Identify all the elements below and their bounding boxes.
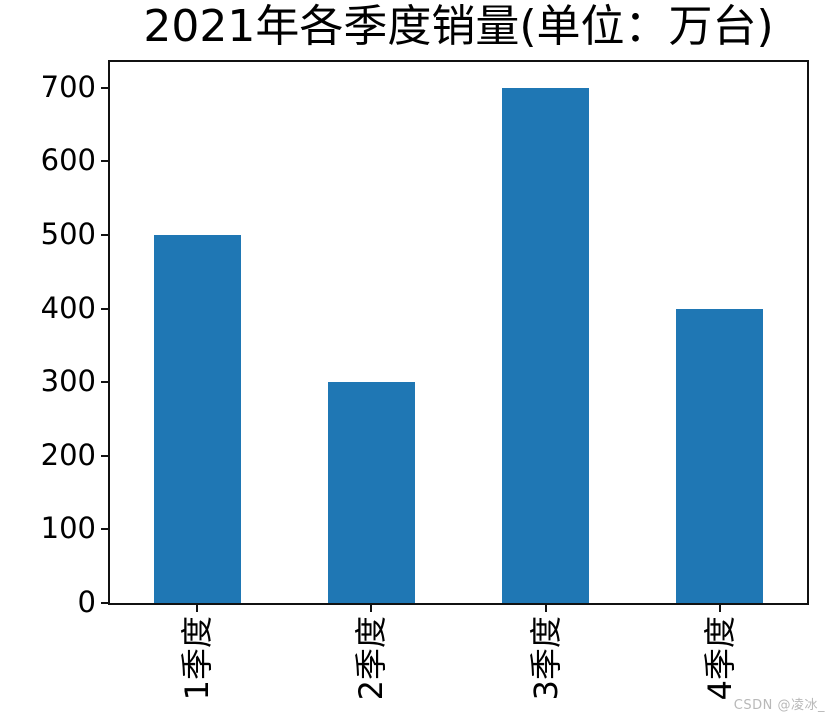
chart-title: 2021年各季度销量(单位：万台) (143, 1, 774, 52)
x-tick-mark (718, 605, 721, 612)
bar-q3 (502, 87, 590, 603)
y-tick-label: 0 (77, 585, 96, 619)
y-tick-label: 200 (40, 437, 96, 472)
watermark: CSDN @凌冰_ (733, 698, 825, 713)
bar-q2 (327, 382, 415, 603)
y-tick-mark (101, 307, 108, 310)
y-tick-label: 100 (40, 511, 96, 546)
x-tick-mark (196, 605, 199, 612)
x-tick-label: 1季度 (178, 616, 217, 701)
y-tick-label: 300 (40, 364, 96, 399)
y-tick-mark (101, 160, 108, 163)
y-tick-mark (101, 454, 108, 457)
y-tick-mark (101, 233, 108, 236)
x-tick-label: 4季度 (700, 616, 739, 701)
y-tick-mark (101, 528, 108, 531)
x-tick-mark (370, 605, 373, 612)
x-tick-label: 3季度 (526, 616, 565, 701)
x-tick-mark (544, 605, 547, 612)
y-tick-label: 400 (40, 290, 96, 325)
y-tick-mark (101, 86, 108, 89)
y-tick-mark (101, 602, 108, 604)
y-tick-label: 700 (40, 69, 96, 104)
x-tick-label: 2季度 (352, 616, 391, 701)
y-tick-mark (101, 381, 108, 384)
plot-area (108, 60, 809, 605)
y-tick-label: 500 (40, 216, 96, 251)
y-tick-label: 600 (40, 143, 96, 178)
bar-q4 (676, 308, 764, 603)
bar-q1 (153, 234, 241, 603)
